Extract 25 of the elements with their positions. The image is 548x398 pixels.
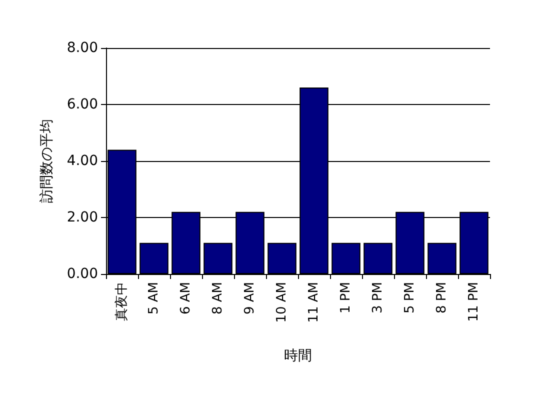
y-axis-title: 訪問数の平均 (39, 119, 55, 203)
bar (332, 242, 360, 274)
x-tick-label: 1 PM (338, 282, 354, 314)
y-tick-label: 0.00 (66, 266, 98, 282)
x-tick-label: 11 PM (466, 282, 482, 322)
x-tick-label: 9 AM (242, 282, 258, 315)
x-tick-label: 11 AM (306, 282, 322, 323)
bar (428, 242, 456, 274)
x-tick-label: 10 AM (274, 282, 290, 323)
x-tick-label: 5 PM (402, 282, 418, 314)
x-tick-label: 8 AM (210, 282, 226, 315)
y-tick-label: 2.00 (66, 210, 98, 226)
bar (364, 242, 392, 274)
x-tick-label: 3 PM (370, 282, 386, 314)
x-axis-title: 時間 (284, 348, 312, 364)
x-tick-label: 8 PM (434, 282, 450, 314)
x-tick-label: 真夜中 (114, 282, 130, 321)
y-tick-label: 6.00 (66, 96, 98, 112)
y-tick-label: 4.00 (66, 153, 98, 169)
y-tick-label: 8.00 (66, 40, 98, 56)
bar (140, 242, 168, 274)
bar (268, 242, 296, 274)
x-tick-label: 6 AM (178, 282, 194, 315)
x-tick-label: 5 AM (146, 282, 162, 315)
bar (204, 242, 232, 274)
